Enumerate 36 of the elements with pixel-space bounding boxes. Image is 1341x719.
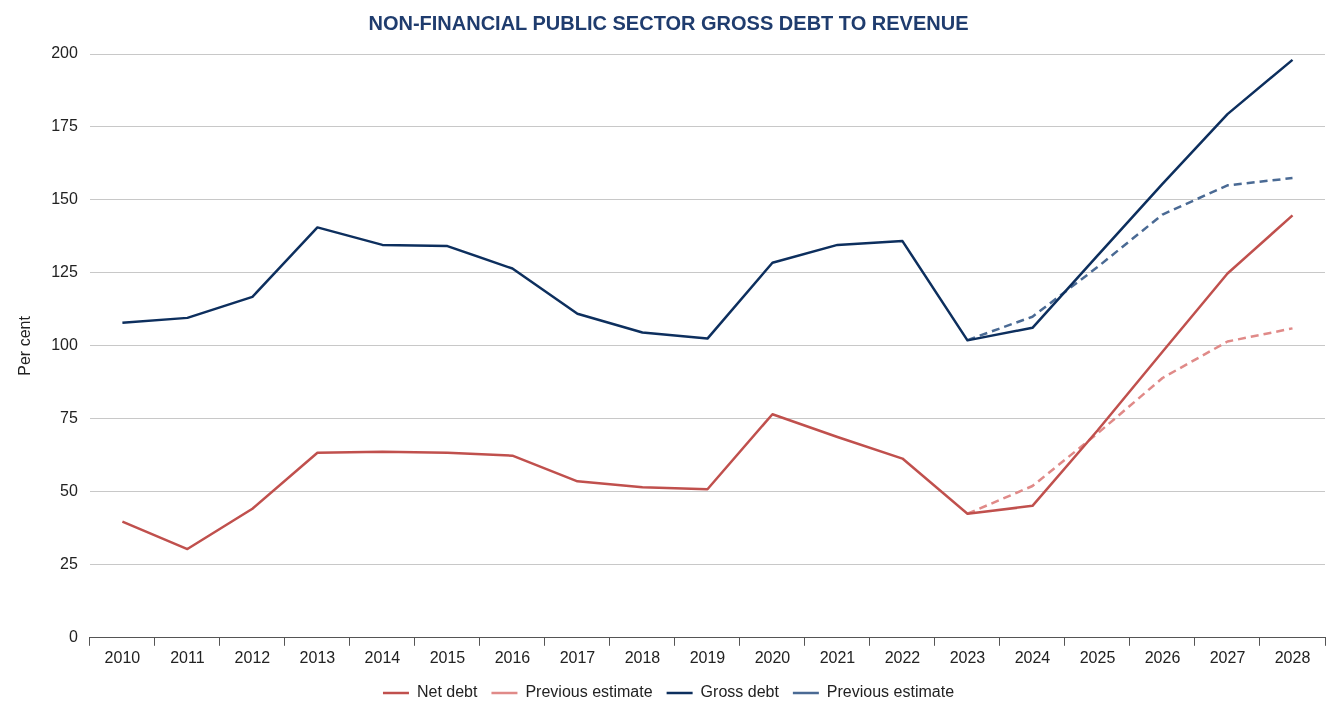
legend-label: Net debt xyxy=(416,683,478,701)
x-tick-label: 2015 xyxy=(429,648,466,666)
x-tick-label: 2012 xyxy=(234,648,271,666)
y-tick-label: 0 xyxy=(68,628,78,646)
x-tick-label: 2011 xyxy=(170,648,205,666)
y-tick-label: 150 xyxy=(51,190,78,208)
x-tick-label: 2028 xyxy=(1274,648,1311,666)
line-series xyxy=(966,176,1294,342)
x-tick-label: 2027 xyxy=(1209,648,1246,666)
chart-title: NON-FINANCIAL PUBLIC SECTOR GROSS DEBT TO REVENUE xyxy=(368,11,969,34)
x-tick-label: 2023 xyxy=(949,648,986,666)
y-tick-label: 200 xyxy=(51,44,78,62)
y-tick-label: 125 xyxy=(51,263,78,281)
line-series xyxy=(966,327,1294,515)
y-tick-label: 25 xyxy=(60,555,78,573)
y-tick-label: 75 xyxy=(60,409,78,427)
x-tick-label: 2019 xyxy=(689,648,726,666)
x-tick-label: 2010 xyxy=(104,648,141,666)
y-axis-title: Per cent xyxy=(16,315,34,376)
x-tick-label: 2021 xyxy=(819,648,856,666)
legend-label: Gross debt xyxy=(700,683,780,701)
y-tick-label: 100 xyxy=(51,336,78,354)
x-tick-label: 2025 xyxy=(1079,648,1116,666)
y-tick-label: 175 xyxy=(51,117,78,135)
x-tick-label: 2018 xyxy=(624,648,661,666)
x-tick-label: 2017 xyxy=(559,648,596,666)
y-tick-label: 50 xyxy=(60,482,78,500)
x-tick-label: 2020 xyxy=(754,648,791,666)
legend-label: Previous estimate xyxy=(525,683,653,701)
x-tick-label: 2014 xyxy=(364,648,401,666)
x-tick-label: 2016 xyxy=(494,648,531,666)
x-tick-label: 2022 xyxy=(884,648,921,666)
x-tick-label: 2013 xyxy=(299,648,336,666)
legend-label: Previous estimate xyxy=(826,683,955,701)
x-tick-label: 2024 xyxy=(1014,648,1051,666)
x-tick-label: 2026 xyxy=(1144,648,1181,666)
